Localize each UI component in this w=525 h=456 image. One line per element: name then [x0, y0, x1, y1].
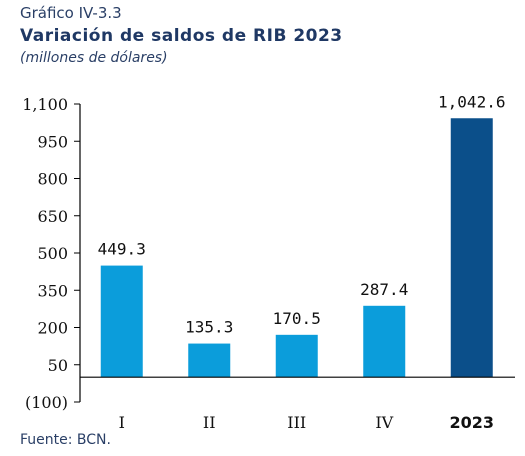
- y-tick-label: 1,100: [22, 95, 68, 114]
- category-label-I: I: [119, 413, 125, 432]
- chart-subtitle: (millones de dólares): [20, 50, 168, 66]
- chart-kicker: Gráfico IV-3.3: [20, 4, 122, 22]
- y-tick-label: 200: [37, 319, 68, 338]
- chart-source: Fuente: BCN.: [20, 432, 111, 448]
- y-tick-label: (100): [25, 393, 68, 412]
- category-label-II: II: [203, 413, 216, 432]
- bar-IV: [363, 305, 406, 378]
- bar-III: [275, 334, 318, 378]
- bar-II: [188, 343, 231, 378]
- data-label-IV: 287.4: [360, 280, 408, 299]
- category-label-III: III: [287, 413, 306, 432]
- bar-I: [100, 265, 143, 378]
- y-tick-label: 800: [37, 170, 68, 189]
- category-label-2023: 2023: [449, 413, 494, 432]
- data-label-I: 449.3: [98, 240, 146, 259]
- y-tick-label: 500: [37, 244, 68, 263]
- data-label-II: 135.3: [185, 318, 233, 337]
- bar-2023: [450, 118, 493, 378]
- data-label-2023: 1,042.6: [438, 92, 505, 111]
- data-label-III: 170.5: [273, 309, 321, 328]
- y-tick-label: 350: [37, 281, 68, 300]
- y-tick-label: 50: [48, 356, 68, 375]
- y-tick-label: 950: [37, 132, 68, 151]
- chart-title: Variación de saldos de RIB 2023: [20, 26, 343, 46]
- y-tick-label: 650: [37, 207, 68, 226]
- category-label-IV: IV: [375, 413, 393, 432]
